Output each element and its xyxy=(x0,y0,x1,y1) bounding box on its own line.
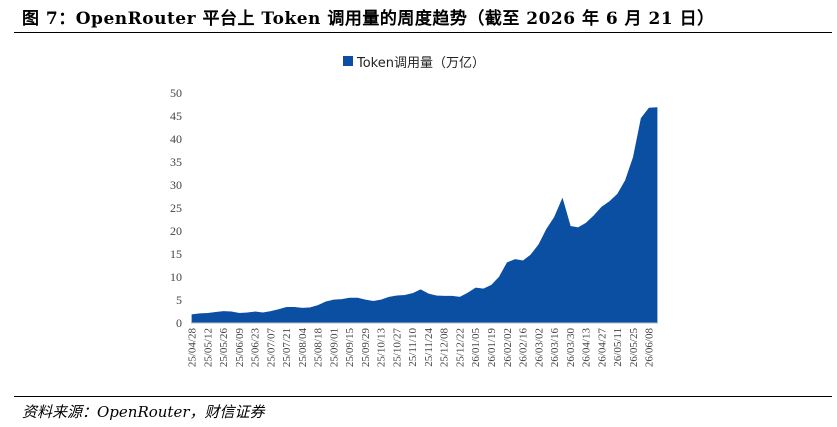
x-tick-label: 26/03/16 xyxy=(549,328,561,368)
area-layer: 25/04/28: 1.825/05/05: 225/05/12: 2.125/… xyxy=(191,107,658,324)
y-tick-label: 0 xyxy=(176,316,182,330)
x-tick-label: 25/09/01 xyxy=(328,328,340,367)
x-tick-label: 25/08/18 xyxy=(313,328,325,368)
x-tick-label: 26/02/16 xyxy=(518,328,530,368)
x-tick-label: 25/10/27 xyxy=(391,328,403,368)
x-tick-label: 26/01/05 xyxy=(470,328,482,368)
y-tick-label: 25 xyxy=(170,201,182,215)
x-tick-label: 25/11/10 xyxy=(407,328,419,367)
x-tick-label: 25/11/24 xyxy=(423,328,435,367)
legend-label: Token调用量（万亿） xyxy=(357,55,485,71)
figure-title: 图 7：OpenRouter 平台上 Token 调用量的周度趋势（截至 202… xyxy=(22,9,715,29)
x-tick-label: 25/04/28 xyxy=(187,328,199,368)
y-tick-label: 20 xyxy=(170,224,182,238)
x-tick-label: 26/03/02 xyxy=(533,328,545,367)
x-tick-label: 26/04/27 xyxy=(596,328,608,368)
x-tick-label: 26/03/30 xyxy=(565,328,577,368)
bottom-divider xyxy=(14,396,832,397)
x-tick-label: 26/01/19 xyxy=(486,328,498,368)
x-tick-label: 25/12/22 xyxy=(454,328,466,367)
x-tick-label: 25/07/07 xyxy=(265,328,277,368)
x-tick-label: 26/02/02 xyxy=(502,328,514,367)
y-tick-label: 5 xyxy=(176,293,182,307)
y-axis-ticks: 0 5 10 15 20 25 30 35 40 45 50 xyxy=(170,86,182,330)
x-tick-label: 25/09/15 xyxy=(344,328,356,368)
x-tick-label: 25/08/04 xyxy=(297,328,309,368)
y-tick-label: 35 xyxy=(170,155,182,169)
x-tick-label: 26/05/11 xyxy=(612,328,624,367)
top-divider xyxy=(14,32,832,33)
series-area xyxy=(191,107,658,324)
x-tick-label: 25/07/21 xyxy=(281,328,293,367)
x-tick-label: 26/06/08 xyxy=(644,328,656,368)
y-tick-label: 50 xyxy=(170,86,182,100)
x-axis-ticks: 25/04/28 25/05/12 25/05/26 25/06/09 25/06/23… xyxy=(187,328,656,368)
x-tick-label: 25/12/08 xyxy=(439,328,451,368)
x-tick-label: 25/06/23 xyxy=(250,328,262,368)
x-tick-label: 25/10/13 xyxy=(376,328,388,368)
chart-legend: Token调用量（万亿） xyxy=(343,52,485,71)
legend-swatch xyxy=(343,56,353,66)
x-tick-label: 25/09/29 xyxy=(360,328,372,368)
x-tick-label: 25/05/26 xyxy=(218,328,230,368)
x-tick-label: 26/04/13 xyxy=(581,328,593,368)
source-note: 资料来源：OpenRouter，财信证券 xyxy=(22,403,265,421)
y-tick-label: 45 xyxy=(170,109,182,123)
x-tick-label: 25/06/09 xyxy=(234,328,246,368)
y-tick-label: 15 xyxy=(170,247,182,261)
y-tick-label: 10 xyxy=(170,270,182,284)
x-tick-label: 25/05/12 xyxy=(202,328,214,367)
y-tick-label: 30 xyxy=(170,178,182,192)
x-tick-label: 26/05/25 xyxy=(628,328,640,368)
y-tick-label: 40 xyxy=(170,132,182,146)
